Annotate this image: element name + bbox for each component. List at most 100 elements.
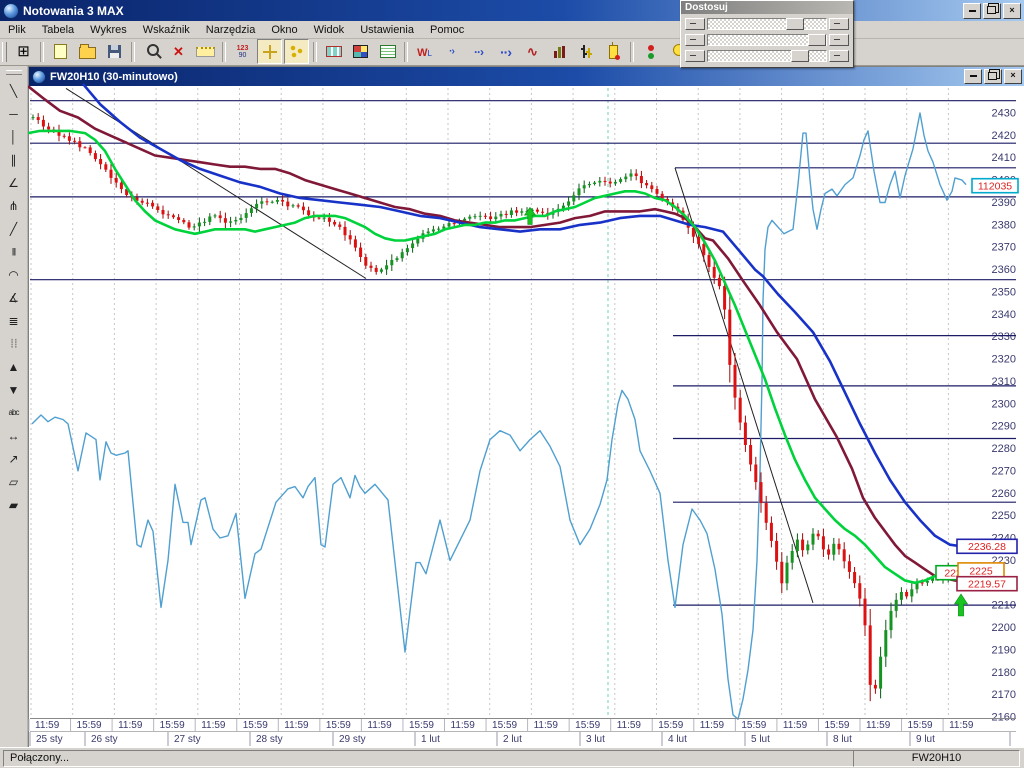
dostosuj-dialog[interactable]: Dostosuj: [680, 0, 854, 68]
zoom-button[interactable]: [139, 39, 164, 64]
menu-item-tabela[interactable]: Tabela: [41, 23, 75, 36]
menu-item-ustawienia[interactable]: Ustawienia: [360, 23, 414, 36]
ruler-button[interactable]: [193, 39, 218, 64]
snap-dots-button[interactable]: [284, 39, 309, 64]
ohlc-chart-icon: [581, 45, 592, 58]
snap-dots-icon: [290, 45, 303, 58]
bar-chart-icon: [554, 45, 565, 58]
vertical-line-tool[interactable]: │: [0, 125, 27, 148]
trend-line-tool[interactable]: ╲: [0, 79, 27, 102]
toolbar-separator: [131, 41, 135, 62]
arcs-icon: ◠: [8, 267, 19, 282]
pointer-tool-icon: ↗: [8, 451, 19, 466]
ohlc-button[interactable]: [574, 39, 599, 64]
menu-item-widok[interactable]: Widok: [313, 23, 345, 36]
gann-fan-tool[interactable]: ∡: [0, 286, 27, 309]
horizontal-line-tool[interactable]: ─: [0, 102, 27, 125]
chart-titlebar[interactable]: FW20H10 (30-minutowo) ×: [29, 67, 1024, 86]
slider-track[interactable]: [707, 34, 827, 46]
arrow-down-tool-tool[interactable]: ▼: [0, 378, 27, 401]
signal-dots-icon: [647, 44, 654, 59]
menu-item-plik[interactable]: Plik: [8, 23, 26, 36]
quote-grid-icon: [353, 45, 368, 58]
adjust-slider-row: [685, 50, 849, 62]
sidebar-grip[interactable]: [5, 70, 22, 75]
slider-thumb[interactable]: [808, 34, 827, 46]
dots2-button[interactable]: [638, 39, 663, 64]
minimize-button[interactable]: [963, 3, 981, 19]
slider-thumb[interactable]: [790, 50, 809, 62]
slider-thumb[interactable]: [786, 18, 805, 30]
adjust-slider-row: [685, 18, 849, 30]
candle-button[interactable]: [601, 39, 626, 64]
delete-button[interactable]: ✕: [166, 39, 191, 64]
close-button[interactable]: ×: [1003, 3, 1021, 19]
chart-plot-area[interactable]: [30, 86, 1023, 747]
chart-restore-button[interactable]: [984, 69, 1002, 84]
crosshair-icon: [262, 44, 277, 59]
zigzag-button[interactable]: ∿: [520, 39, 545, 64]
chart-minimize-button[interactable]: [964, 69, 982, 84]
new-doc-button[interactable]: [48, 39, 73, 64]
zoom-icon: [147, 44, 159, 56]
mini-table-icon: [325, 46, 342, 57]
restore-button[interactable]: [983, 3, 1001, 19]
chart-icon: [32, 69, 46, 84]
pointer-tool-tool[interactable]: ↗: [0, 447, 27, 470]
eraser-all-tool[interactable]: ▰: [0, 493, 27, 516]
eraser-tool[interactable]: ▱: [0, 470, 27, 493]
toolbar-separator: [313, 41, 317, 62]
move-horizontal-tool[interactable]: ↔: [0, 424, 27, 447]
arrow-dashed-lg-button[interactable]: ··›: [493, 39, 518, 64]
chart-title: FW20H10 (30-minutowo): [50, 70, 178, 83]
mini-table-button[interactable]: [321, 39, 346, 64]
menu-item-narzdzia[interactable]: Narzędzia: [205, 23, 256, 36]
slider-track[interactable]: [707, 50, 827, 62]
vertical-grid-tool[interactable]: |||: [0, 240, 27, 263]
menu-item-wskanik[interactable]: Wskaźnik: [142, 23, 190, 36]
dialog-title[interactable]: Dostosuj: [681, 1, 853, 14]
arrow-up-tool-tool[interactable]: ▲: [0, 355, 27, 378]
ray-tool[interactable]: ╱: [0, 217, 27, 240]
slider-decrement-button[interactable]: [685, 18, 705, 30]
window-grid-button[interactable]: ⊞: [11, 39, 36, 64]
candlestick-chart-icon: [609, 41, 620, 60]
wl-icon: WL: [417, 46, 432, 59]
app-icon: [3, 2, 19, 19]
fibo-retracement-tool[interactable]: ≣: [0, 309, 27, 332]
wl-button[interactable]: WL: [412, 39, 437, 64]
slider-increment-button[interactable]: [829, 34, 849, 46]
menu-item-pomoc[interactable]: Pomoc: [430, 23, 465, 36]
numbers-button[interactable]: 123 90: [230, 39, 255, 64]
menu-item-wykres[interactable]: Wykres: [90, 23, 127, 36]
status-connection: Połączony...: [3, 750, 857, 767]
parallel-lines-tool[interactable]: ∥: [0, 148, 27, 171]
slider-decrement-button[interactable]: [685, 34, 705, 46]
menu-item-okno[interactable]: Okno: [271, 23, 298, 36]
text-tool-tool[interactable]: abc: [0, 401, 27, 424]
slider-decrement-button[interactable]: [685, 50, 705, 62]
bars-button[interactable]: [547, 39, 572, 64]
slider-track[interactable]: [707, 18, 827, 30]
arcs-tool[interactable]: ◠: [0, 263, 27, 286]
open-folder-icon: [79, 44, 96, 59]
quote-grid-button[interactable]: [348, 39, 373, 64]
slider-increment-button[interactable]: [829, 18, 849, 30]
toolbar-grip[interactable]: [2, 41, 7, 62]
list-table-button[interactable]: [375, 39, 400, 64]
arrow-dashed-md-button[interactable]: ··›: [466, 39, 491, 64]
fan-lines-tool[interactable]: ∠: [0, 171, 27, 194]
save-button[interactable]: [102, 39, 127, 64]
arrow-down-tool-icon: ▼: [7, 382, 20, 397]
toolbar-separator: [404, 41, 408, 62]
adjust-slider-row: [685, 34, 849, 46]
arrow-dashed-sm-button[interactable]: ·›: [439, 39, 464, 64]
crosshair-button[interactable]: [257, 39, 282, 64]
slider-increment-button[interactable]: [829, 50, 849, 62]
fibo-time-zones-tool[interactable]: ┊┊: [0, 332, 27, 355]
chart-window-buttons: ×: [964, 69, 1022, 84]
chart-close-button[interactable]: ×: [1004, 69, 1022, 84]
open-folder-button[interactable]: [75, 39, 100, 64]
pitchfork-tool[interactable]: ⋔: [0, 194, 27, 217]
